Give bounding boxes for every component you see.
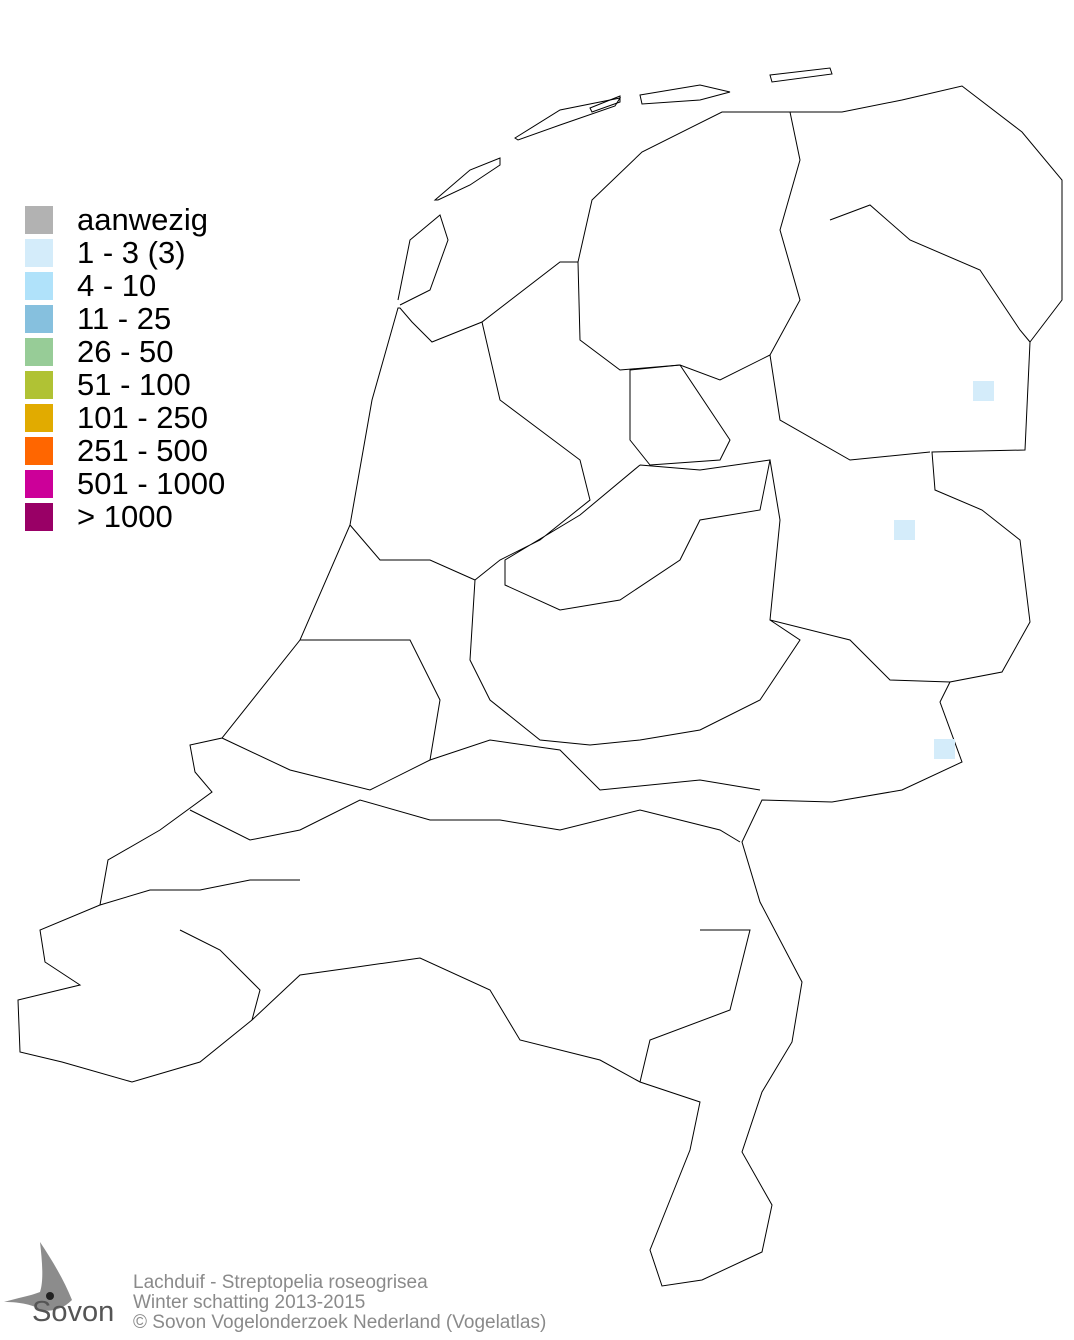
ijsselmeer-shore — [474, 321, 771, 611]
logo-text: Sovon — [32, 1296, 115, 1328]
map-cell — [973, 381, 994, 401]
legend-label: 1 - 3 (3) — [77, 235, 186, 270]
wadden-island-texel — [433, 157, 501, 201]
legend-item: 4 - 10 — [25, 269, 225, 302]
map-cell — [894, 520, 915, 540]
sovon-logo-icon — [4, 1242, 72, 1311]
legend-swatch — [25, 238, 53, 267]
period-label: Winter schatting 2013-2015 — [133, 1292, 366, 1313]
map-caption: Lachduif - Streptopelia roseogrisea Wint… — [133, 1273, 546, 1333]
species-name: Lachduif - Streptopelia roseogrisea — [133, 1272, 428, 1293]
legend-item: 26 - 50 — [25, 335, 225, 368]
country-outline — [17, 85, 1063, 1287]
legend-swatch — [25, 205, 53, 234]
legend-label: 101 - 250 — [77, 400, 208, 435]
wadden-island-schiermonnikoog — [769, 67, 833, 83]
legend-item: 501 - 1000 — [25, 467, 225, 500]
legend-label: 11 - 25 — [77, 301, 172, 336]
legend-swatch — [25, 469, 53, 498]
province-borders — [99, 111, 1031, 1083]
legend-swatch — [25, 304, 53, 333]
legend-item: aanwezig — [25, 203, 225, 236]
legend-label: aanwezig — [77, 202, 208, 237]
legend-label: 4 - 10 — [77, 268, 157, 303]
legend-label: 501 - 1000 — [77, 466, 226, 501]
legend-swatch — [25, 403, 53, 432]
legend-swatch — [25, 436, 53, 465]
legend-item: 11 - 25 — [25, 302, 225, 335]
legend-swatch — [25, 370, 53, 399]
legend-item: 101 - 250 — [25, 401, 225, 434]
map-cell — [934, 739, 955, 759]
legend: aanwezig 1 - 3 (3) 4 - 10 11 - 25 26 - 50 51 … — [25, 203, 225, 533]
wadden-island-ameland — [639, 84, 731, 105]
copyright: © Sovon Vogelonderzoek Nederland (Vogela… — [133, 1312, 547, 1333]
legend-swatch — [25, 502, 53, 531]
legend-label: > 1000 — [77, 499, 173, 534]
legend-swatch — [25, 337, 53, 366]
wadden-island-terschelling — [589, 95, 621, 113]
legend-item: 51 - 100 — [25, 368, 225, 401]
legend-swatch — [25, 271, 53, 300]
wadden-island-vlieland — [514, 97, 622, 141]
legend-label: 251 - 500 — [77, 433, 208, 468]
legend-label: 51 - 100 — [77, 367, 191, 402]
north-holland-tip — [397, 214, 449, 306]
legend-label: 26 - 50 — [77, 334, 174, 369]
legend-item: 1 - 3 (3) — [25, 236, 225, 269]
legend-item: 251 - 500 — [25, 434, 225, 467]
legend-item: > 1000 — [25, 500, 225, 533]
